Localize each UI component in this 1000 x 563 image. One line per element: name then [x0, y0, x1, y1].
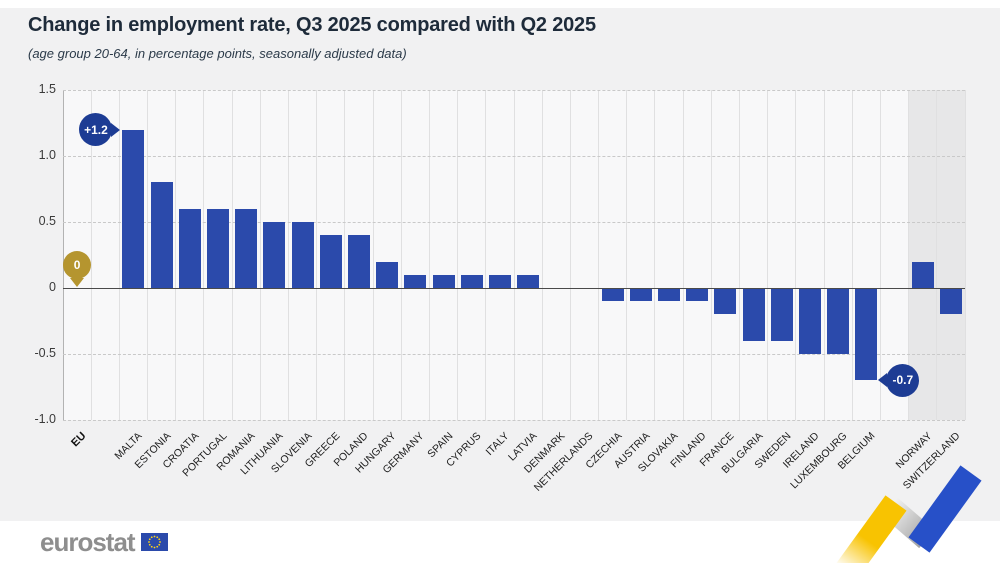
vertical-gridline	[344, 90, 346, 420]
chart-title: Change in employment rate, Q3 2025 compa…	[28, 14, 596, 36]
zero-axis-line	[63, 288, 965, 289]
vertical-gridline	[851, 90, 853, 420]
eu-flag-icon	[140, 533, 168, 551]
vertical-gridline	[682, 90, 684, 420]
vertical-gridline	[879, 90, 881, 420]
vertical-gridline	[908, 90, 910, 420]
vertical-gridline	[541, 90, 543, 420]
horizontal-gridline	[63, 354, 965, 355]
vertical-gridline	[288, 90, 289, 420]
bar-belgium	[855, 288, 878, 381]
bar-italy	[488, 274, 511, 288]
bar-latvia	[517, 274, 540, 288]
vertical-gridline	[654, 90, 656, 420]
y-axis-line	[63, 90, 64, 420]
vertical-gridline	[118, 90, 120, 420]
bar-croatia	[178, 208, 201, 288]
vertical-gridline	[90, 90, 92, 420]
horizontal-gridline	[63, 222, 965, 223]
vertical-gridline	[739, 90, 740, 420]
y-tick-label: 1.0	[38, 148, 56, 162]
bar-estonia	[150, 182, 173, 288]
annotation-badge-belgium: -0.7	[878, 363, 920, 397]
vertical-gridline	[936, 90, 938, 420]
vertical-gridline	[626, 90, 628, 420]
plot-area	[63, 90, 966, 421]
bar-poland	[347, 235, 370, 288]
bar-austria	[629, 288, 652, 302]
ribbon-decoration	[836, 465, 982, 563]
bar-sweden	[770, 288, 793, 341]
vertical-gridline	[231, 90, 233, 420]
bar-czechia	[601, 288, 624, 302]
bar-ireland	[798, 288, 821, 354]
bar-cyprus	[460, 274, 483, 288]
badge-tail	[878, 373, 888, 388]
vertical-gridline	[823, 90, 825, 420]
y-tick-label: -0.5	[34, 346, 56, 360]
annotation-badge-malta: +1.2	[79, 113, 121, 147]
horizontal-gridline	[63, 156, 965, 157]
bar-finland	[686, 288, 709, 302]
vertical-gridline	[569, 90, 571, 420]
bar-norway	[911, 261, 934, 288]
vertical-gridline	[485, 90, 487, 420]
ribbon-blue-band	[908, 465, 982, 553]
bar-bulgaria	[742, 288, 765, 341]
vertical-gridline	[316, 90, 318, 420]
vertical-gridline	[428, 90, 430, 420]
bar-slovakia	[658, 288, 681, 302]
vertical-gridline	[795, 90, 797, 420]
vertical-gridline	[767, 90, 769, 420]
y-tick-label: -1.0	[34, 412, 56, 426]
bar-luxembourg	[827, 288, 850, 354]
y-tick-label: 0.5	[38, 214, 56, 228]
badge-tail	[111, 122, 121, 137]
vertical-gridline	[372, 90, 374, 420]
vertical-gridline	[513, 90, 515, 420]
bar-malta	[122, 129, 145, 288]
bar-hungary	[376, 261, 399, 288]
vertical-gridline	[400, 90, 402, 420]
bar-greece	[319, 235, 342, 288]
badge-tail	[70, 278, 85, 287]
vertical-gridline	[203, 90, 205, 420]
horizontal-gridline	[63, 90, 965, 91]
eurostat-logo: eurostat	[40, 529, 168, 555]
bar-romania	[235, 208, 258, 288]
chart-subtitle: (age group 20-64, in percentage points, …	[28, 46, 407, 61]
vertical-gridline	[964, 90, 966, 420]
y-tick-label: 1.5	[38, 82, 56, 96]
bar-portugal	[207, 208, 230, 288]
vertical-gridline	[259, 90, 261, 420]
bar-germany	[404, 274, 427, 288]
bar-france	[714, 288, 737, 315]
ribbon-yellow-band	[836, 495, 907, 563]
y-tick-label: 0	[49, 280, 56, 294]
bar-switzerland	[939, 288, 962, 315]
bar-spain	[432, 274, 455, 288]
vertical-gridline	[147, 90, 149, 420]
eurostat-logo-text: eurostat	[40, 527, 136, 557]
vertical-gridline	[710, 90, 712, 420]
vertical-gridline	[457, 90, 459, 420]
annotation-badge-eu: 0	[63, 251, 92, 287]
horizontal-gridline	[63, 420, 965, 421]
bar-lithuania	[263, 222, 286, 288]
vertical-gridline	[175, 90, 177, 420]
vertical-gridline	[598, 90, 600, 420]
bar-slovenia	[291, 222, 314, 288]
